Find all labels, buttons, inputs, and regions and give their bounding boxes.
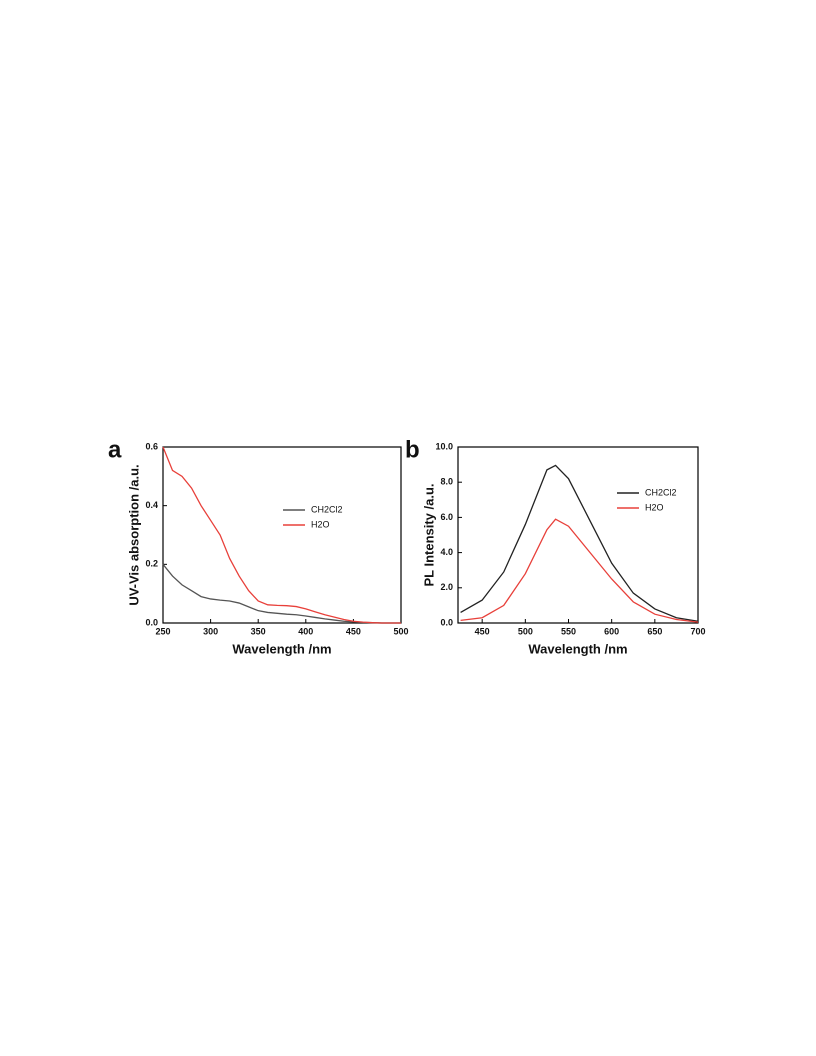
panel-label: b: [405, 436, 420, 463]
legend-label: H2O: [311, 519, 330, 529]
y-tick-label: 2.0: [440, 582, 453, 592]
y-tick-label: 4.0: [440, 547, 453, 557]
legend-label: CH2Cl2: [311, 504, 343, 514]
x-tick-label: 450: [475, 626, 490, 636]
y-tick-label: 8.0: [440, 477, 453, 487]
plot-frame: [162, 446, 402, 624]
x-tick-label: 350: [251, 626, 266, 636]
data-line: [162, 446, 401, 624]
plot-frame: [457, 446, 699, 624]
y-axis-label: PL Intensity /a.u.: [421, 483, 436, 586]
data-line: [460, 464, 699, 622]
x-tick-label: 500: [393, 626, 408, 636]
data-line: [162, 563, 401, 624]
y-axis-label: UV-Vis absorption /a.u.: [126, 464, 141, 605]
data-line: [460, 518, 699, 623]
x-tick-label: 700: [690, 626, 705, 636]
x-tick-label: 550: [561, 626, 576, 636]
y-tick-label: 0.2: [145, 559, 158, 569]
x-tick-label: 400: [298, 626, 313, 636]
panel-label: a: [108, 436, 122, 463]
legend-label: CH2Cl2: [645, 487, 677, 497]
x-tick-label: 250: [155, 626, 170, 636]
x-axis-label: Wavelength /nm: [528, 641, 627, 656]
y-tick-label: 6.0: [440, 512, 453, 522]
y-tick-label: 0.6: [145, 441, 158, 451]
x-tick-label: 600: [604, 626, 619, 636]
x-tick-label: 650: [647, 626, 662, 636]
x-axis-label: Wavelength /nm: [232, 641, 331, 656]
x-tick-label: 450: [346, 626, 361, 636]
y-tick-label: 0.4: [145, 500, 158, 510]
x-tick-label: 500: [518, 626, 533, 636]
legend-label: H2O: [645, 502, 664, 512]
y-tick-label: 10.0: [435, 441, 453, 451]
x-tick-label: 300: [203, 626, 218, 636]
y-tick-label: 0.0: [145, 617, 158, 627]
y-tick-label: 0.0: [440, 617, 453, 627]
